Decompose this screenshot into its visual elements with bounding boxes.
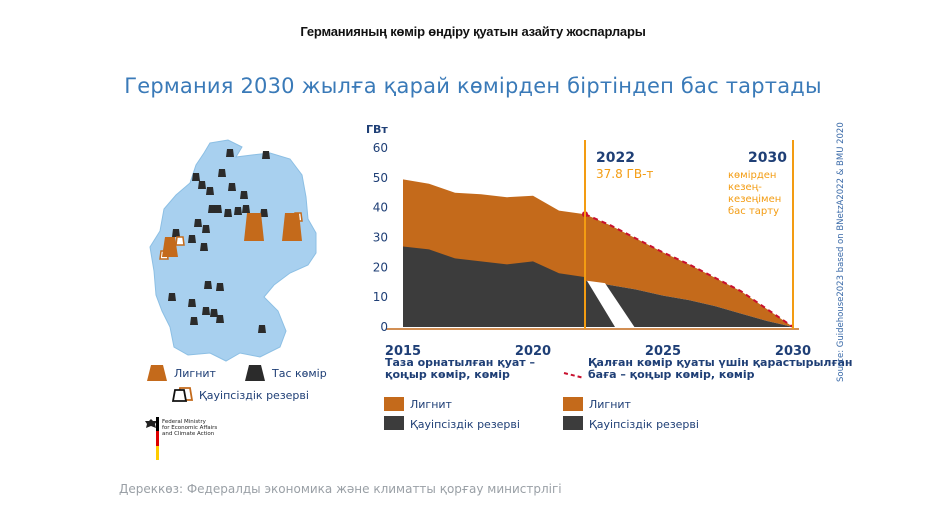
hard-coal-marker — [202, 307, 210, 315]
hard-coal-marker — [216, 283, 224, 291]
reserve-marker — [175, 236, 185, 246]
annotation-phase-out: көмірден кезең-кезеңімен бас тарту — [728, 169, 781, 217]
ministry-line-3: and Climate Action — [162, 431, 215, 437]
annotation-year-2022: 2022 — [596, 150, 635, 166]
ministry-line-2: for Economic Affairs — [162, 425, 218, 431]
phase-out-line-1: көмірден — [728, 169, 776, 181]
hard-coal-marker — [258, 325, 266, 333]
x-axis-ticks: 2015 2020 2025 2030 — [385, 344, 811, 359]
map-legend-lignite: Лигнит — [174, 367, 216, 380]
y-axis-ticks: 60 50 40 30 20 10 0 — [373, 141, 388, 334]
legend-swatch-reserve — [384, 416, 404, 430]
legend-lignite-2: Лигнит — [589, 398, 631, 411]
lignite-marker — [282, 213, 302, 241]
area-remaining-reserve — [585, 280, 793, 327]
map-legend-hard-coal: Тас көмір — [272, 367, 327, 380]
hard-coal-marker — [226, 149, 234, 157]
legend-reserve: Қауіпсіздік резервi — [410, 418, 520, 431]
reserve-symbol-icon — [172, 387, 194, 402]
ministry-line-1: Federal Ministry — [162, 419, 206, 425]
y-tick-10: 10 — [373, 290, 388, 304]
figure-caption: Германияның көмір өндіру қуатын азайту ж… — [300, 24, 646, 39]
hard-coal-marker — [242, 205, 250, 213]
x-tick-2020: 2020 — [515, 344, 551, 359]
hard-coal-marker — [206, 187, 214, 195]
legend-swatch-lignite-2 — [563, 397, 583, 411]
hard-coal-marker — [192, 173, 200, 181]
x-tick-2015: 2015 — [385, 344, 421, 359]
hard-coal-marker — [260, 209, 268, 217]
x-tick-2025: 2025 — [645, 344, 681, 359]
y-tick-30: 30 — [373, 231, 388, 245]
annotation-value-2022: 37.8 ГВ-т — [596, 167, 653, 181]
y-tick-60: 60 — [373, 141, 388, 155]
germany-map — [149, 139, 317, 362]
annotation-year-2030: 2030 — [748, 150, 787, 166]
y-tick-40: 40 — [373, 201, 388, 215]
hard-coal-marker — [210, 309, 218, 317]
hard-coal-marker — [188, 299, 196, 307]
phase-out-line-2: кезең- — [728, 182, 762, 193]
hard-coal-marker — [198, 181, 206, 189]
dashed-remaining-line — [584, 213, 794, 328]
lignite-marker — [162, 237, 178, 257]
main-title: Германия 2030 жылға қарай көмірден бірті… — [124, 74, 822, 98]
hard-coal-symbol-icon — [245, 365, 265, 381]
chart-lines — [386, 140, 799, 330]
legend-remaining-heading: Қалған көмір қуаты үшін қарастырылған ба… — [588, 356, 853, 381]
transition-gap — [587, 280, 635, 327]
hard-coal-marker — [228, 183, 236, 191]
legend-swatch-lignite — [384, 397, 404, 411]
hard-coal-marker — [204, 281, 212, 289]
phase-out-line-3: кезеңімен — [728, 193, 781, 205]
ministry-text: Federal Ministry for Economic Affairs an… — [162, 419, 217, 437]
hard-coal-marker — [172, 229, 180, 237]
chart-areas — [403, 179, 793, 327]
area-remaining-lignite — [585, 214, 793, 327]
lignite-symbol-icon — [147, 365, 167, 381]
hard-coal-marker — [224, 209, 232, 217]
plant-markers — [159, 149, 303, 333]
hard-coal-marker — [202, 225, 210, 233]
map-legend-reserve: Қауіпсіздік резерві — [199, 389, 309, 402]
x-tick-2030: 2030 — [775, 344, 811, 359]
hard-coal-marker — [214, 205, 222, 213]
hard-coal-marker — [200, 243, 208, 251]
ministry-logo — [144, 417, 159, 461]
hard-coal-marker — [234, 207, 242, 215]
source-vertical: Source: Guidehouse2023 based on BNetzA20… — [836, 122, 846, 382]
area-installed-reserve — [403, 246, 585, 327]
hard-coal-marker — [190, 317, 198, 325]
legend-lignite: Лигнит — [410, 398, 452, 411]
hard-coal-marker — [168, 293, 176, 301]
legend-swatch-reserve-2 — [563, 416, 583, 430]
legend-reserve-2: Қауіпсіздік резервi — [589, 418, 699, 431]
hard-coal-marker — [194, 219, 202, 227]
hard-coal-marker — [218, 169, 226, 177]
y-tick-50: 50 — [373, 171, 388, 185]
y-axis-label: ГВт — [366, 123, 388, 136]
hard-coal-marker — [262, 151, 270, 159]
hard-coal-marker — [208, 205, 216, 213]
hard-coal-marker — [188, 235, 196, 243]
legend-installed-heading: Таза орнатылған қуат – қоңыр көмір, көмі… — [385, 356, 535, 381]
lignite-marker — [244, 213, 264, 241]
hard-coal-marker — [240, 191, 248, 199]
hard-coal-marker — [216, 315, 224, 323]
dashed-line-icon — [563, 372, 585, 379]
eagle-icon — [145, 419, 157, 428]
y-tick-0: 0 — [380, 320, 388, 334]
flag-bar — [156, 417, 159, 460]
footer-source: Дереккөз: Федералды экономика және клима… — [119, 482, 562, 496]
y-tick-20: 20 — [373, 260, 388, 274]
phase-out-line-4: бас тарту — [728, 206, 779, 217]
